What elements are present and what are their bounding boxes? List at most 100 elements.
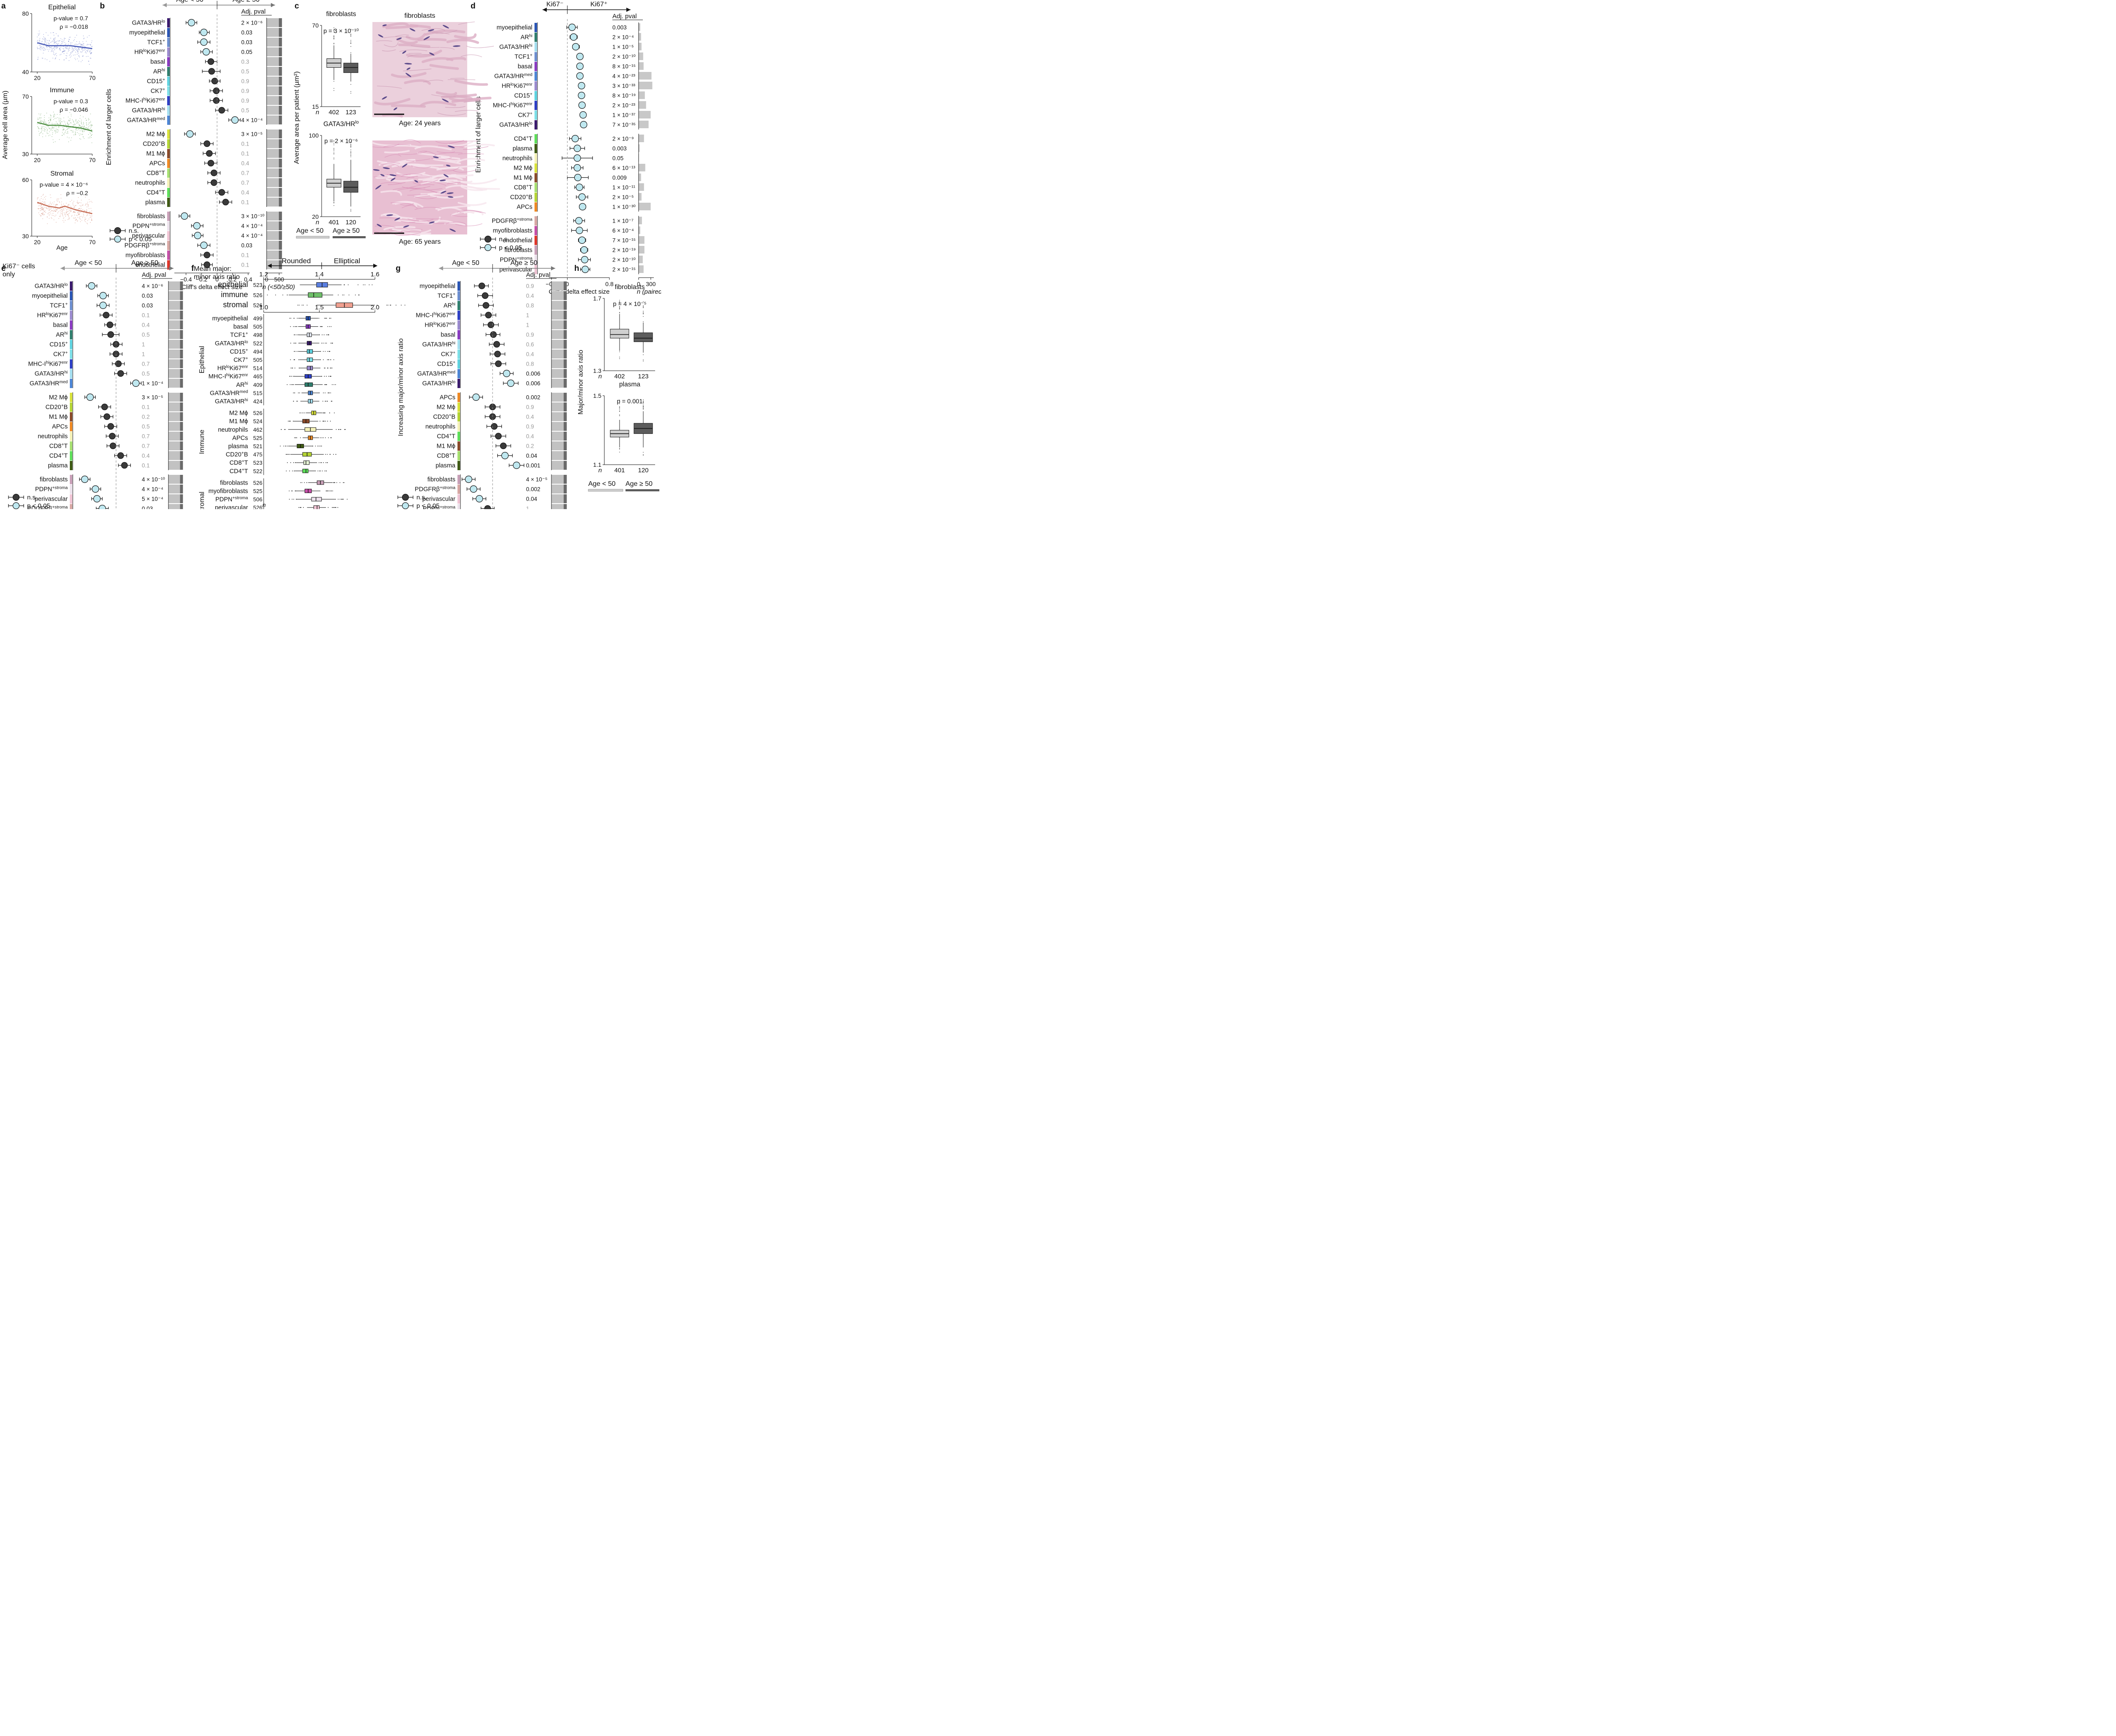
data-point <box>53 42 55 44</box>
data-point <box>65 47 66 48</box>
adj-pval: 0.2 <box>142 414 150 420</box>
data-point <box>50 203 52 204</box>
n-bar-under50 <box>267 18 279 27</box>
data-point <box>44 48 45 49</box>
data-point <box>87 50 88 52</box>
outlier-point <box>350 91 351 92</box>
outlier-point <box>289 499 290 500</box>
data-point <box>53 47 55 48</box>
effect-point-significant <box>581 265 589 273</box>
box <box>343 181 358 193</box>
fiber-edge <box>375 225 396 228</box>
data-point <box>91 52 92 53</box>
effect-point-significant <box>99 504 106 509</box>
n-bar-over50 <box>180 494 183 503</box>
outlier-point <box>325 454 326 455</box>
data-point <box>44 211 45 212</box>
data-point <box>77 121 79 123</box>
n-bar-under50 <box>168 441 180 450</box>
data-point <box>60 210 61 211</box>
n-bar-under50 <box>551 393 564 402</box>
data-point <box>56 47 58 48</box>
category-color-swatch <box>535 101 537 110</box>
data-point <box>62 210 63 211</box>
adj-pval: 0.006 <box>526 380 540 387</box>
effect-point-significant <box>86 393 94 401</box>
data-point <box>61 213 62 214</box>
legend-label: Age < 50 <box>588 480 616 488</box>
image-caption: Age: 65 years <box>399 238 441 245</box>
category-color-swatch <box>167 188 170 197</box>
category-color-swatch <box>535 154 537 163</box>
outlier-point <box>290 359 291 360</box>
data-point <box>52 202 53 204</box>
data-point <box>80 127 81 128</box>
row-label: M1 Mϕ <box>146 151 165 157</box>
effect-point-ns <box>115 360 122 367</box>
outlier-point <box>289 318 290 319</box>
n-bar-under50 <box>168 494 180 503</box>
fiber-edge <box>413 218 441 219</box>
legend-label: p < 0.05 <box>27 502 50 509</box>
row-n: 506 <box>253 496 262 503</box>
outlier-point <box>298 507 300 508</box>
data-point <box>68 41 69 42</box>
data-point <box>75 205 76 207</box>
data-point <box>42 121 43 122</box>
row-label: CD4+T <box>146 189 165 196</box>
p-value-label: p = 4 × 10⁻⁵ <box>613 301 647 308</box>
data-point <box>72 119 73 121</box>
row-n: 526 <box>253 479 262 486</box>
outlier-point <box>390 305 391 306</box>
outlier-point <box>298 367 300 369</box>
n-bar <box>639 193 642 201</box>
outlier-point <box>327 401 328 402</box>
data-point <box>83 127 85 128</box>
outlier-point <box>330 376 331 377</box>
category-color-swatch <box>70 451 72 460</box>
data-point <box>68 48 69 50</box>
outlier-point <box>333 482 334 483</box>
data-point <box>76 41 77 42</box>
data-point <box>72 47 73 49</box>
n-bar <box>639 183 644 191</box>
data-point <box>77 212 78 213</box>
n-bar-under50 <box>267 47 279 56</box>
header-right: Age ≥ 50 <box>131 259 158 267</box>
n-bar-under50 <box>168 393 180 402</box>
category-color-swatch <box>167 149 170 158</box>
effect-point-significant <box>578 91 585 99</box>
outlier-point <box>333 157 334 159</box>
outlier-point <box>333 38 334 39</box>
nucleus <box>448 196 454 198</box>
data-point <box>44 42 46 44</box>
data-point <box>50 38 51 39</box>
n-bar-under50 <box>168 379 180 388</box>
adj-pval: 0.1 <box>241 199 249 206</box>
data-point <box>87 44 88 45</box>
data-point <box>44 37 45 39</box>
data-point <box>47 49 49 50</box>
data-point <box>67 129 68 130</box>
data-point <box>88 118 89 119</box>
subplot-title: fibroblasts <box>615 284 645 291</box>
adj-pval: 4 × 10⁻⁶ <box>142 283 163 289</box>
category-color-swatch <box>535 245 537 255</box>
data-point <box>82 134 83 135</box>
row-label: GATA3/HRmed <box>494 72 532 80</box>
n-count: 401 <box>328 219 339 226</box>
row-label: fibroblasts <box>40 477 68 483</box>
data-point <box>88 61 89 62</box>
data-point <box>80 208 82 209</box>
y-tick-label: 1.7 <box>593 295 602 302</box>
data-point <box>80 45 81 47</box>
data-point <box>58 126 59 127</box>
outlier-point <box>322 421 324 422</box>
outlier-point <box>288 421 289 422</box>
row-label: ARhi <box>236 381 248 389</box>
data-point <box>73 207 74 208</box>
row-label: APCs <box>517 204 532 211</box>
adj-pval: 2 × 10⁻²³ <box>612 102 636 109</box>
fiber-edge <box>403 69 432 72</box>
data-point <box>77 212 79 213</box>
